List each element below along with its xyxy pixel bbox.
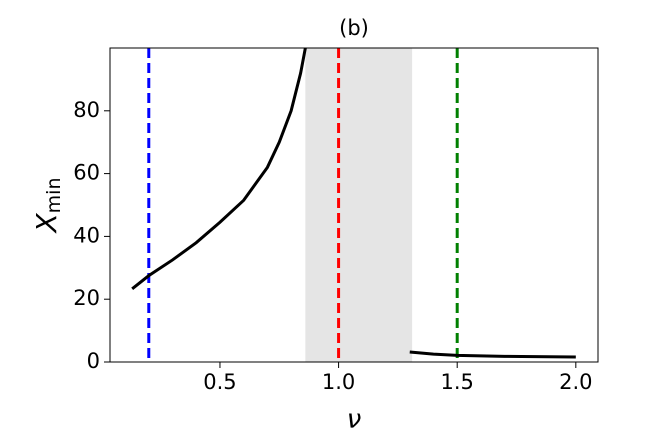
y-label-sub: min bbox=[43, 177, 65, 213]
y-tick-label: 0 bbox=[87, 349, 100, 373]
y-label-base: X bbox=[30, 213, 63, 235]
y-label-main: Xmin bbox=[30, 177, 65, 234]
x-tick-label: 1.5 bbox=[440, 370, 473, 394]
y-tick-label: 60 bbox=[73, 161, 100, 185]
y-tick-label: 20 bbox=[73, 286, 100, 310]
x-tick-label: 1.0 bbox=[322, 370, 355, 394]
axes-frame bbox=[109, 47, 599, 363]
chart-title: (b) bbox=[339, 16, 369, 40]
plot-area bbox=[131, 48, 576, 362]
shaded-span bbox=[305, 48, 413, 362]
x-tick-label: 2.0 bbox=[559, 370, 592, 394]
data-line bbox=[131, 48, 576, 359]
y-tick-label: 80 bbox=[73, 98, 100, 122]
x-axis-label: ν bbox=[347, 405, 362, 435]
y-tick-label: 40 bbox=[73, 223, 100, 247]
x-tick-label: 0.5 bbox=[203, 370, 236, 394]
y-axis-label: Xmin bbox=[30, 177, 65, 234]
